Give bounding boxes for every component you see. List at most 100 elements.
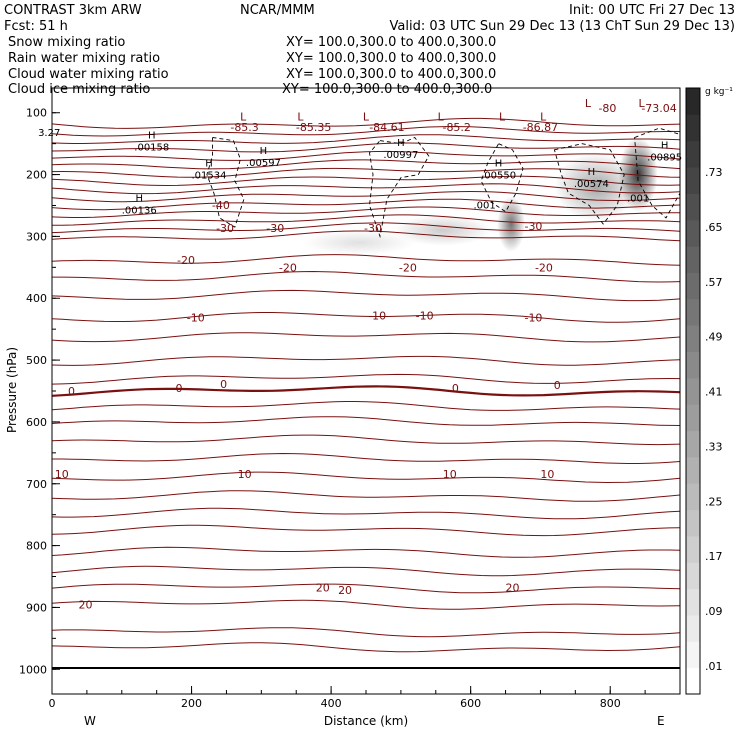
high-value-7: .00574: [574, 179, 609, 190]
colorbar-segment-19: [686, 167, 700, 194]
high-value-8: .00895: [647, 152, 682, 163]
contour-label-12: -20: [177, 254, 195, 267]
axes: 0 200 400 600 800100200300400500600700800900…: [19, 107, 681, 710]
colorbar-segment-15: [686, 272, 700, 300]
contour-15: [52, 254, 680, 266]
colorbar-segment-7: [686, 483, 700, 511]
colorbar-segment-12: [686, 351, 700, 379]
east-label: E: [657, 714, 665, 728]
colorbar-segment-21: [686, 114, 700, 142]
colorbar-label-0: .01: [705, 660, 723, 673]
contour-label-22: 0: [220, 378, 227, 391]
contour-28: [52, 490, 680, 502]
contour-label-21: 0: [175, 382, 182, 395]
legend-rain-xy: XY= 100.0,300.0 to 400.0,300.0: [286, 51, 496, 66]
y-tick-label-7: 800: [26, 540, 47, 553]
temperature-contours: [52, 117, 680, 653]
header-init: Init: 00 UTC Fri 27 Dec 13: [569, 3, 735, 18]
contour-29: [52, 507, 680, 520]
contour-label-2: -84.61: [369, 121, 404, 134]
ice-outline-4: [634, 127, 680, 219]
colorbar-label-3: .25: [705, 495, 723, 508]
high-marker-1: H: [148, 131, 156, 142]
contour-label-16: -10: [187, 311, 205, 324]
contour-label-8: -30: [216, 222, 234, 235]
snow-blob-2: [497, 196, 526, 252]
contour-label-18: -10: [416, 310, 434, 323]
colorbar-label-7: .57: [705, 276, 723, 289]
ice-outline-2: [480, 143, 524, 213]
colorbar-label-1: .09: [705, 605, 723, 618]
y-axis-label: Pressure (hPa): [5, 347, 19, 433]
contour-24: [52, 416, 680, 426]
snow-blob-3: [393, 214, 492, 246]
high-value-4: .00997: [383, 150, 418, 161]
legend-snow-xy: XY= 100.0,300.0 to 400.0,300.0: [286, 35, 496, 50]
contour-0: [52, 117, 680, 129]
x-tick-label-3: 600: [460, 697, 481, 710]
y-tick-label-2: 300: [26, 230, 47, 243]
contour-label-17: -10: [368, 310, 386, 323]
contour-19: [52, 332, 680, 343]
contour-14: [52, 230, 680, 242]
contour-label-13: -20: [279, 261, 297, 274]
colorbar-segment-8: [686, 456, 700, 484]
contour-label-15: -20: [535, 261, 553, 274]
colorbar-segment-16: [686, 246, 700, 273]
contour-label-23: 0: [452, 382, 459, 395]
contour-22: [52, 385, 680, 397]
contour-labels: -85.3 -85.35 -84.61 -85.2 -86.87 -80 -73.04 -40…: [55, 102, 677, 612]
west-label: W: [84, 714, 96, 728]
legend-cloud-ice: Cloud ice mixing ratio: [8, 82, 150, 97]
contour-18: [52, 312, 680, 323]
contour-label-20: 0: [68, 385, 75, 398]
contour-label-32: 20: [506, 582, 520, 595]
x-tick-label-0: 0: [49, 697, 56, 710]
contour-label-7: -40: [212, 199, 230, 212]
colorbar-label-8: .65: [705, 221, 723, 234]
high-value-6: .00550: [481, 170, 516, 181]
contour-label-9: -30: [266, 222, 284, 235]
contour-1: [52, 125, 680, 137]
contour-label-27: 10: [443, 468, 457, 481]
contour-label-3: -85.2: [442, 121, 470, 134]
header-org: NCAR/MMM: [240, 3, 315, 18]
colorbar-segment-9: [686, 430, 700, 458]
contour-33: [52, 583, 680, 594]
legend-cloud-water: Cloud water mixing ratio: [8, 67, 169, 82]
contour-25: [52, 434, 680, 446]
contour-21: [52, 373, 680, 385]
y-tick-label-6: 700: [26, 478, 47, 491]
colorbar-unit: g kg⁻¹: [705, 87, 733, 97]
colorbar: .01 .09 .17 .25 .33 .41 .49 .57 .65 .73: [685, 87, 723, 695]
x-tick-label-1: 200: [181, 697, 202, 710]
colorbar-label-5: .41: [705, 386, 723, 399]
colorbar-label-9: .73: [705, 166, 723, 179]
low-marker-5: L: [540, 110, 547, 123]
contour-label-14: -20: [399, 261, 417, 274]
contour-label-0: -85.3: [230, 121, 258, 134]
contour-label-25: 10: [55, 468, 69, 481]
x-tick-label-2: 400: [321, 697, 342, 710]
contour-23: [52, 401, 680, 411]
high-marker-4: H: [397, 138, 405, 149]
header-valid: Valid: 03 UTC Sun 29 Dec 13 (13 ChT Sun …: [390, 19, 736, 34]
extrema-labels: 3.27 H.00158H.01534H.00597H.00997H.00136H…: [38, 97, 682, 217]
colorbar-segment-1: [686, 641, 700, 669]
high-value-9: .001: [473, 201, 495, 212]
high-marker-2: H: [205, 158, 213, 169]
high-value-5: .00136: [122, 206, 157, 217]
contour-36: [52, 642, 680, 653]
colorbar-segment-14: [686, 298, 700, 326]
high-marker-5: H: [135, 194, 143, 205]
colorbar-label-2: .17: [705, 550, 723, 563]
x-axis-label: Distance (km): [324, 714, 408, 728]
low-marker-2: L: [363, 110, 370, 123]
contour-11: [52, 206, 680, 218]
contour-26: [52, 452, 680, 464]
high-value-3: .00597: [246, 158, 281, 169]
contour-label-26: 10: [238, 468, 252, 481]
contour-label-29: 20: [78, 598, 92, 611]
high-marker-7: H: [588, 167, 596, 178]
